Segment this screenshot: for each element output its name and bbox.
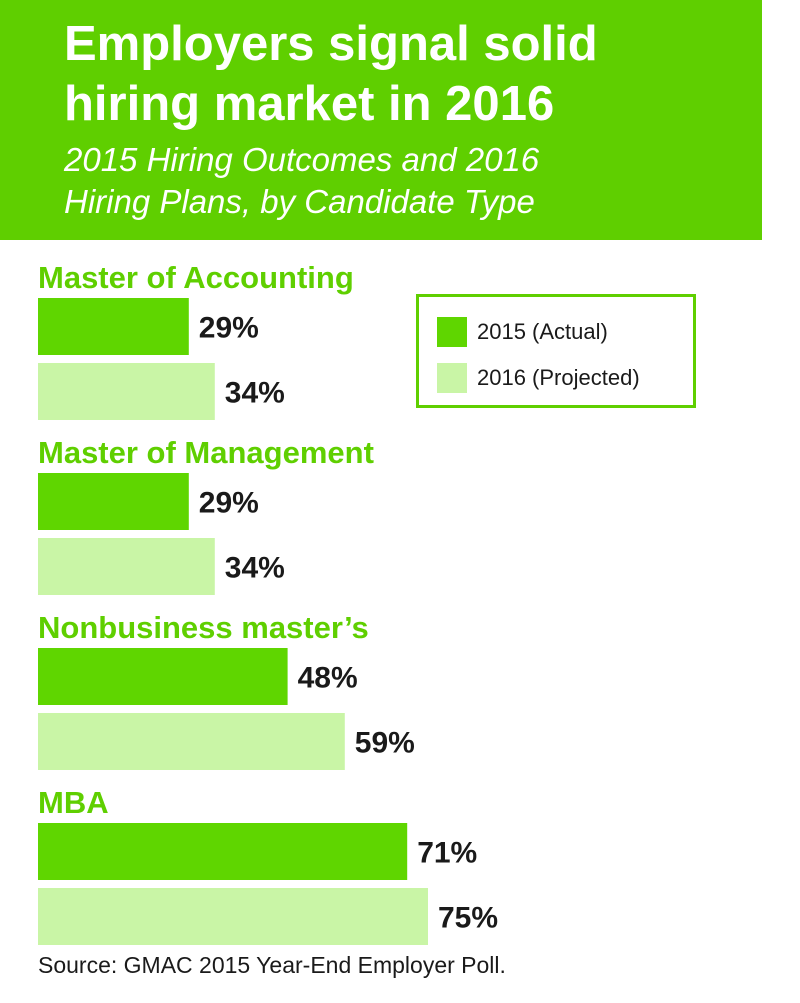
title-line-1: Employers signal solid <box>64 17 598 71</box>
value-label-2016-nonbusiness-master-s: 59% <box>355 727 415 760</box>
legend-item-2015: 2015 (Actual) <box>437 317 608 347</box>
bar-2016-master-of-accounting <box>38 363 215 420</box>
legend-label-2015: 2015 (Actual) <box>477 319 608 344</box>
legend-swatch-2016 <box>437 363 467 393</box>
bar-2015-master-of-accounting <box>38 298 189 355</box>
bar-2015-nonbusiness-master-s <box>38 648 288 705</box>
source-note: Source: GMAC 2015 Year-End Employer Poll… <box>38 952 506 978</box>
value-label-2015-mba: 71% <box>417 837 477 870</box>
subtitle-line-2: Hiring Plans, by Candidate Type <box>64 183 535 220</box>
legend-item-2016: 2016 (Projected) <box>437 363 640 393</box>
header-banner: Employers signal solid hiring market in … <box>0 0 762 240</box>
bar-2016-master-of-management <box>38 538 215 595</box>
value-label-2016-mba: 75% <box>438 902 498 935</box>
value-label-2015-master-of-accounting: 29% <box>199 312 259 345</box>
category-label-mba: MBA <box>38 785 109 820</box>
category-label-nonbusiness-master-s: Nonbusiness master’s <box>38 610 369 645</box>
legend: 2015 (Actual) 2016 (Projected) <box>416 294 696 408</box>
legend-swatch-2015 <box>437 317 467 347</box>
title-line-2: hiring market in 2016 <box>64 77 555 131</box>
bar-2016-nonbusiness-master-s <box>38 713 345 770</box>
subtitle-line-1: 2015 Hiring Outcomes and 2016 <box>64 141 540 178</box>
value-label-2016-master-of-accounting: 34% <box>225 377 285 410</box>
legend-label-2016: 2016 (Projected) <box>477 365 640 390</box>
bar-2016-mba <box>38 888 428 945</box>
value-label-2016-master-of-management: 34% <box>225 552 285 585</box>
bar-2015-mba <box>38 823 408 880</box>
value-label-2015-master-of-management: 29% <box>199 487 259 520</box>
category-label-master-of-management: Master of Management <box>38 435 374 470</box>
bar-2015-master-of-management <box>38 473 189 530</box>
value-label-2015-nonbusiness-master-s: 48% <box>298 662 358 695</box>
category-label-master-of-accounting: Master of Accounting <box>38 260 354 295</box>
